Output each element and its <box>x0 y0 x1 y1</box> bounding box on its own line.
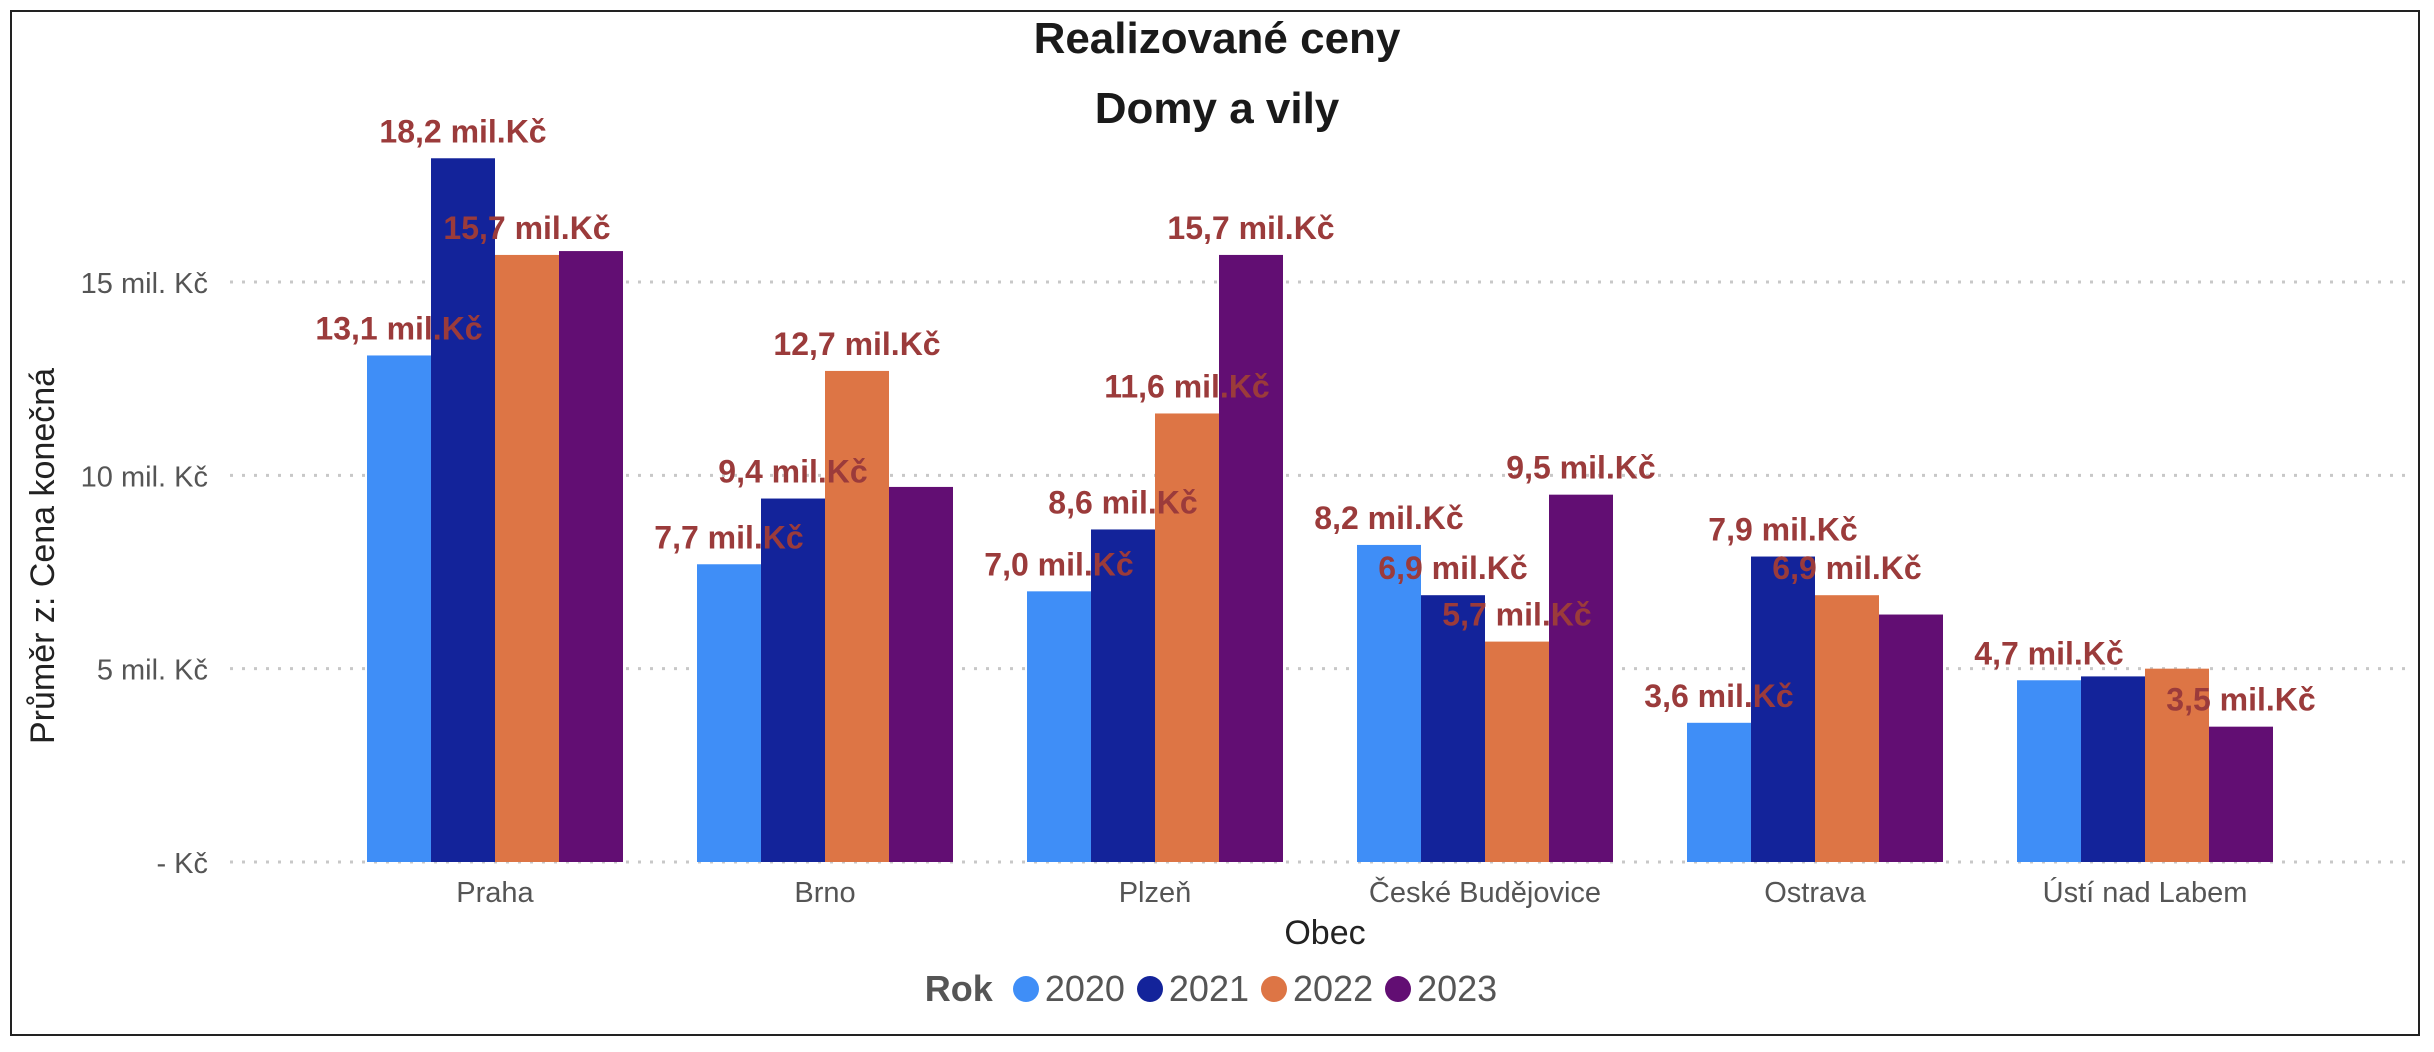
x-tick-label: Ostrava <box>1764 877 1866 909</box>
chart-title: Realizované ceny <box>1033 14 1401 63</box>
data-label: 6,9 mil.Kč <box>1378 550 1527 586</box>
data-label: 11,6 mil.Kč <box>1104 368 1269 404</box>
bar-2021 <box>761 498 825 862</box>
x-tick-label: Brno <box>794 877 855 909</box>
x-axis-label: Obec <box>1284 914 1365 952</box>
bar-2020 <box>1357 544 1421 862</box>
legend-item-2021[interactable]: 2021 <box>1136 968 1249 1010</box>
bar-2020 <box>1687 722 1751 862</box>
bar-2022 <box>825 370 889 862</box>
legend-label: 2023 <box>1417 968 1498 1009</box>
data-label: 7,0 mil.Kč <box>984 546 1133 582</box>
legend-marker <box>1261 976 1287 1002</box>
legend-label: 2020 <box>1044 968 1125 1009</box>
bar-2022 <box>1155 413 1219 862</box>
bar-2023 <box>1549 494 1613 862</box>
x-tick-label: Ústí nad Labem <box>2043 876 2248 909</box>
data-label: 15,7 mil.Kč <box>443 210 610 246</box>
bar-2023 <box>2209 726 2273 862</box>
bar-2021 <box>1421 595 1485 862</box>
data-label: 13,1 mil.Kč <box>315 310 482 346</box>
data-label: 18,2 mil.Kč <box>379 113 546 149</box>
data-label: 6,9 mil.Kč <box>1772 550 1921 586</box>
bar-2023 <box>1219 254 1283 862</box>
bar-2022 <box>1815 595 1879 862</box>
bar-2020 <box>367 355 431 862</box>
data-label: 8,2 mil.Kč <box>1314 500 1463 536</box>
legend-marker <box>1012 976 1039 1002</box>
x-tick-label: Praha <box>456 877 534 909</box>
legend-label: 2022 <box>1293 968 1374 1009</box>
bar-2021 <box>2081 676 2145 862</box>
legend-marker <box>1136 976 1163 1002</box>
y-tick-label: 10 mil. Kč <box>81 461 208 493</box>
bar-2023 <box>559 251 623 863</box>
legend-marker <box>1385 976 1412 1002</box>
data-label: 15,7 mil.Kč <box>1167 210 1334 246</box>
y-axis-label: Průměr z: Cena konečná <box>24 368 62 744</box>
data-label: 7,9 mil.Kč <box>1708 512 1857 548</box>
legend-items: 2020 2021 2022 2023 <box>1012 968 1509 1010</box>
data-label: 4,7 mil.Kč <box>1974 635 2123 671</box>
bar-2022 <box>495 254 559 862</box>
bar-2022 <box>1485 641 1549 862</box>
legend-item-2022[interactable]: 2022 <box>1261 968 1373 1010</box>
bar-2022 <box>2145 668 2209 862</box>
bar-2021 <box>1751 556 1815 862</box>
x-tick-label: Plzeň <box>1119 877 1192 909</box>
data-label: 3,5 mil.Kč <box>2166 682 2315 718</box>
legend-title: Rok <box>924 968 993 1009</box>
bar-2020 <box>1027 591 1091 862</box>
y-tick-label: 5 mil. Kč <box>97 655 208 687</box>
bar-2020 <box>697 564 761 862</box>
data-label: 7,7 mil.Kč <box>654 519 803 555</box>
data-label: 5,7 mil.Kč <box>1442 597 1591 633</box>
chart-subtitle: Domy a vily <box>1094 84 1340 133</box>
legend-label: 2021 <box>1168 968 1249 1009</box>
data-label: 9,4 mil.Kč <box>718 454 867 490</box>
y-tick-label: 15 mil. Kč <box>81 268 208 300</box>
bar-2021 <box>1091 529 1155 862</box>
data-label: 9,5 mil.Kč <box>1506 450 1655 486</box>
x-tick-label: České Budějovice <box>1369 875 1601 909</box>
legend-item-2020[interactable]: 2020 <box>1012 968 1125 1010</box>
bar-2021 <box>431 158 495 862</box>
data-label: 8,6 mil.Kč <box>1048 484 1197 520</box>
bar-2023 <box>1879 614 1943 862</box>
legend-item-2023[interactable]: 2023 <box>1385 968 1497 1010</box>
data-label: 12,7 mil.Kč <box>773 326 940 362</box>
bar-2023 <box>889 486 953 862</box>
bar-2020 <box>2017 680 2081 862</box>
data-label: 3,6 mil.Kč <box>1644 678 1793 714</box>
y-tick-label: - Kč <box>156 848 208 880</box>
legend: Rok 2020 2021 2022 2023 <box>0 968 2434 1010</box>
